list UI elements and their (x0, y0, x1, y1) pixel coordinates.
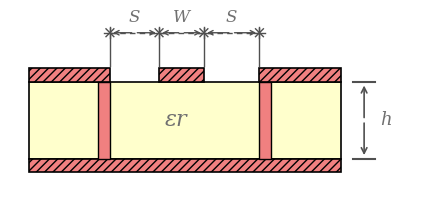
Bar (29, 159, 341, 172)
Text: εr: εr (165, 109, 187, 131)
Bar (159, 68, 204, 82)
Bar (259, 68, 341, 82)
Bar (29, 82, 341, 159)
Bar (98, 82, 110, 159)
Bar (259, 82, 271, 159)
Text: S: S (226, 9, 237, 26)
Text: h: h (380, 111, 391, 129)
Bar (29, 68, 110, 82)
Text: W: W (173, 9, 190, 26)
Text: S: S (129, 9, 140, 26)
